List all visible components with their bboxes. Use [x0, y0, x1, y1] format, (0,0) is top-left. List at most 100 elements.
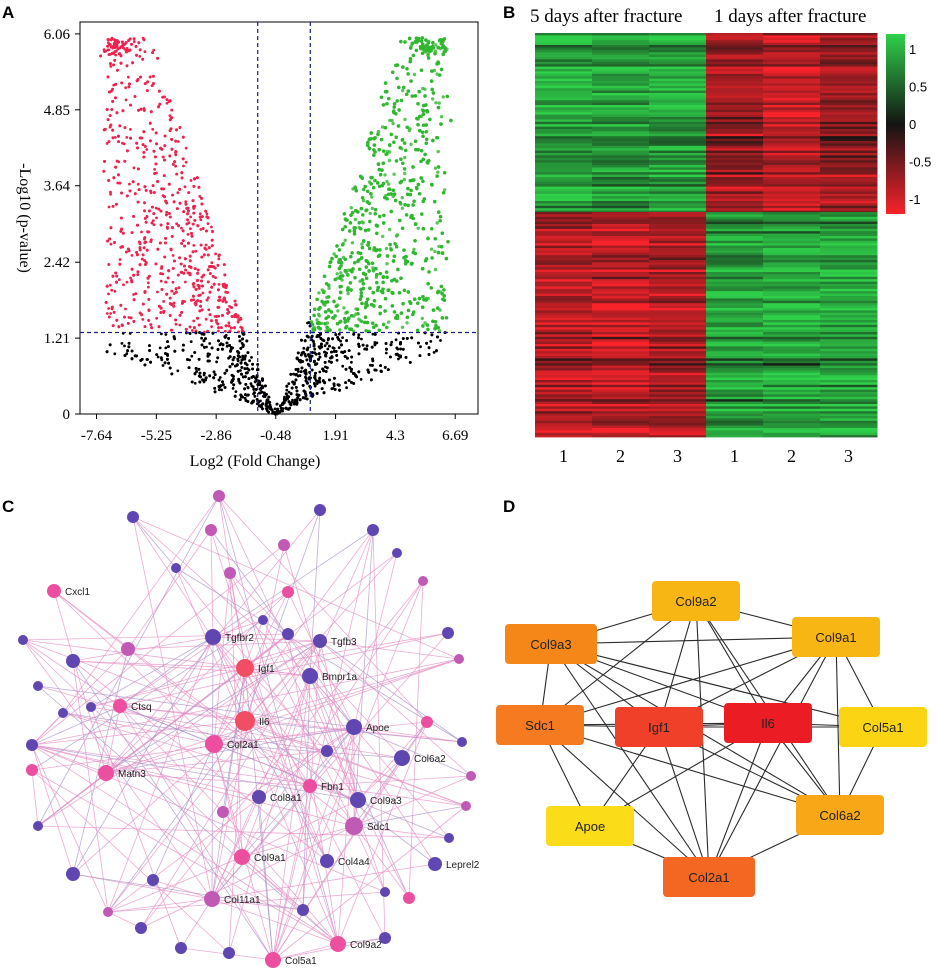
volcano-point-up: [412, 247, 416, 252]
volcano-point-down: [176, 207, 179, 211]
volcano-point-up: [367, 246, 372, 251]
volcano-point-down: [113, 289, 117, 293]
volcano-point-down: [134, 292, 138, 296]
volcano-point-up: [445, 94, 449, 99]
volcano-point-up: [342, 306, 346, 310]
volcano-point-down: [138, 48, 142, 52]
volcano-point-up: [420, 130, 425, 134]
volcano-point-not-significant: [296, 396, 300, 400]
volcano-point-not-significant: [216, 356, 220, 360]
volcano-point-not-significant: [238, 339, 242, 343]
volcano-point-down: [152, 74, 155, 78]
volcano-point-down: [128, 37, 132, 41]
volcano-point-down: [115, 40, 119, 44]
volcano-point-down: [107, 307, 110, 310]
volcano-point-down: [192, 282, 196, 285]
volcano-point-not-significant: [231, 379, 235, 383]
volcano-point-down: [168, 154, 172, 158]
volcano-point-down: [157, 105, 160, 109]
volcano-point-up: [345, 310, 349, 314]
volcano-point-not-significant: [208, 342, 212, 345]
volcano-point-up: [382, 221, 386, 225]
volcano-point-up: [393, 242, 397, 246]
volcano-point-not-significant: [189, 340, 193, 343]
volcano-point-up: [388, 143, 392, 147]
volcano-point-not-significant: [345, 386, 348, 390]
volcano-point-down: [115, 202, 118, 206]
volcano-point-down: [141, 57, 145, 61]
volcano-point-not-significant: [250, 356, 253, 359]
volcano-point-up: [429, 286, 433, 290]
volcano-point-up: [424, 123, 428, 127]
volcano-point-down: [105, 312, 109, 315]
volcano-point-up: [421, 324, 425, 328]
volcano-point-not-significant: [371, 364, 374, 367]
volcano-point-not-significant: [307, 354, 311, 358]
volcano-point-not-significant: [241, 343, 245, 347]
volcano-point-up: [378, 214, 382, 219]
volcano-point-down: [174, 290, 178, 294]
volcano-point-down: [148, 121, 152, 125]
volcano-point-not-significant: [294, 386, 298, 389]
volcano-point-down: [146, 230, 150, 234]
volcano-point-up: [392, 105, 396, 109]
volcano-point-not-significant: [253, 391, 256, 395]
volcano-point-not-significant: [370, 345, 374, 349]
volcano-point-up: [435, 221, 439, 225]
volcano-point-down: [166, 276, 170, 280]
volcano-point-not-significant: [225, 344, 229, 348]
volcano-point-up: [399, 39, 403, 44]
volcano-point-up: [353, 226, 357, 230]
volcano-point-up: [439, 122, 443, 126]
volcano-point-down: [115, 274, 119, 278]
volcano-point-down: [227, 324, 231, 328]
volcano-point-up: [373, 178, 377, 183]
volcano-point-not-significant: [302, 346, 306, 350]
volcano-point-not-significant: [373, 341, 377, 344]
volcano-point-up: [378, 248, 382, 252]
volcano-point-down: [145, 248, 149, 252]
volcano-point-down: [173, 259, 176, 263]
volcano-point-down: [109, 62, 112, 65]
volcano-point-up: [383, 126, 388, 130]
volcano-point-down: [192, 244, 196, 247]
volcano-point-up: [397, 108, 401, 112]
volcano-point-up: [411, 250, 415, 255]
volcano-point-up: [363, 184, 367, 189]
volcano-point-not-significant: [316, 334, 320, 337]
volcano-point-down: [211, 275, 215, 278]
volcano-point-not-significant: [335, 354, 339, 357]
volcano-point-down: [196, 316, 199, 320]
volcano-point-down: [147, 319, 151, 322]
volcano-point-up: [356, 259, 360, 264]
volcano-point-down: [194, 303, 198, 307]
volcano-point-up: [431, 91, 436, 95]
volcano-point-not-significant: [296, 351, 300, 355]
volcano-point-down: [138, 136, 142, 140]
volcano-point-up: [392, 140, 396, 144]
volcano-point-down: [188, 325, 192, 329]
volcano-point-up: [385, 179, 389, 184]
volcano-point-up: [433, 166, 438, 170]
volcano-point-up: [416, 226, 420, 230]
volcano-point-up: [430, 227, 434, 231]
volcano-point-not-significant: [333, 388, 337, 391]
volcano-point-down: [137, 108, 140, 112]
volcano-point-not-significant: [330, 350, 333, 354]
volcano-point-down: [165, 210, 169, 214]
volcano-point-up: [421, 157, 425, 161]
volcano-point-not-significant: [240, 372, 243, 376]
volcano-point-down: [160, 187, 164, 191]
volcano-point-up: [365, 208, 369, 212]
volcano-point-not-significant: [238, 398, 242, 401]
panel-letter-a: A: [2, 3, 14, 22]
volcano-point-not-significant: [305, 358, 309, 362]
volcano-point-up: [377, 328, 381, 332]
volcano-point-up: [332, 252, 336, 256]
volcano-point-down: [192, 294, 195, 298]
volcano-point-down: [204, 209, 208, 213]
volcano-point-up: [361, 221, 365, 225]
volcano-point-down: [183, 300, 187, 303]
volcano-point-down: [180, 270, 184, 274]
volcano-point-down: [170, 235, 174, 238]
